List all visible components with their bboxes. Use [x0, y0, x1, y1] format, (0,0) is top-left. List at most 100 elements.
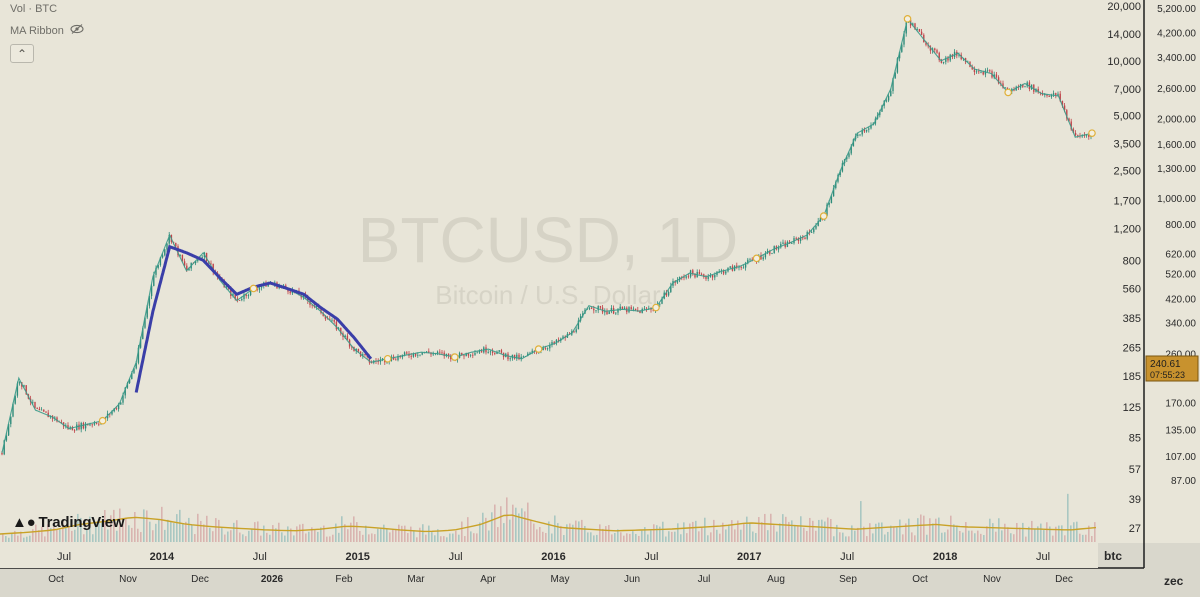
candle-body	[749, 259, 751, 261]
candle-body	[12, 403, 14, 417]
volume-bar	[164, 529, 166, 542]
volume-bar	[473, 533, 475, 542]
volume-indicator-label[interactable]: Vol · BTC	[10, 3, 58, 15]
candle-body	[128, 379, 131, 384]
candle-body	[1057, 93, 1059, 96]
time-axis-bottom[interactable]	[0, 569, 1144, 592]
volume-bar	[614, 532, 616, 542]
volume-bar	[821, 519, 823, 542]
volume-bar	[716, 529, 718, 542]
candle-body	[777, 247, 780, 250]
volume-bar	[629, 533, 631, 542]
price-axis-right[interactable]	[1098, 0, 1144, 543]
pane-symbol-label-top[interactable]: btc	[1104, 549, 1122, 563]
volume-bar	[680, 534, 682, 542]
candle-body	[832, 187, 835, 197]
candle-body	[1074, 132, 1077, 136]
candle-body	[634, 308, 637, 311]
volume-bar	[122, 517, 124, 542]
volume-bar	[338, 532, 340, 542]
volume-bar	[209, 527, 211, 542]
candle-body	[414, 353, 417, 356]
volume-bar	[755, 533, 757, 542]
candle-body	[18, 382, 21, 384]
volume-bar	[884, 534, 886, 542]
candle-body	[700, 273, 703, 275]
volume-bar	[101, 521, 103, 542]
volume-bar	[308, 531, 310, 542]
candle-body	[115, 408, 118, 410]
event-marker	[249, 284, 258, 293]
time-axis-tick-label: 2017	[737, 551, 761, 563]
volume-bar	[1064, 535, 1066, 542]
volume-bar	[236, 520, 238, 542]
candle-body	[865, 129, 868, 132]
candle-body	[912, 23, 914, 26]
series-line-btcusd	[1, 17, 1093, 453]
candle-body	[573, 331, 575, 333]
candle-body	[7, 424, 10, 436]
volume-bar	[434, 535, 436, 542]
ma-ribbon-indicator[interactable]: MA Ribbon	[10, 24, 84, 37]
secondary-axis-tick-label: 107.00	[1165, 452, 1196, 463]
candle-body	[588, 308, 591, 310]
current-price-tag[interactable]: 240.61 07:55:23	[1145, 355, 1199, 382]
candle-body	[780, 243, 782, 248]
volume-bar	[290, 528, 292, 542]
volume-bar	[1061, 525, 1063, 542]
volume-bar	[332, 534, 334, 542]
volume-bar	[860, 501, 862, 542]
eye-off-icon[interactable]	[70, 24, 84, 37]
volume-bar	[671, 531, 673, 542]
candle-body	[142, 327, 144, 340]
candle-body	[73, 430, 76, 432]
volume-bar	[443, 536, 445, 542]
volume-bar	[326, 536, 328, 542]
watermark-description: Bitcoin / U.S. Dollar	[435, 280, 661, 310]
volume-bar	[497, 527, 499, 542]
secondary-axis-right[interactable]	[1144, 0, 1200, 543]
candle-body	[667, 291, 670, 296]
candle-body	[610, 307, 613, 312]
price-axis-tick-label: 27	[1129, 523, 1141, 535]
volume-bar	[983, 535, 985, 542]
candle-body	[472, 354, 474, 356]
volume-bar	[365, 525, 367, 542]
candle-body	[722, 270, 725, 274]
volume-bar	[128, 525, 130, 542]
tradingview-logo[interactable]: ▲● TradingView	[12, 514, 125, 531]
candle-body	[500, 350, 503, 353]
volume-bar	[1022, 522, 1024, 542]
candle-body	[795, 238, 797, 239]
volume-bar	[698, 531, 700, 542]
volume-bar	[218, 519, 220, 542]
candle-body	[509, 358, 511, 360]
volume-bar	[98, 522, 100, 542]
volume-bar	[998, 518, 1000, 542]
time-axis-top[interactable]	[0, 543, 1098, 568]
volume-bar	[974, 533, 976, 542]
collapse-legend-button[interactable]: ⌃	[10, 44, 34, 63]
candle-body	[135, 362, 137, 369]
volume-bar	[302, 523, 304, 542]
candle-body	[617, 309, 619, 313]
candle-body	[711, 274, 714, 278]
volume-bar	[179, 509, 181, 542]
candle-body	[802, 237, 804, 239]
volume-bar	[956, 525, 958, 542]
volume-bar	[368, 534, 370, 542]
candle-body	[747, 259, 749, 264]
volume-bar	[719, 533, 721, 542]
volume-bar	[965, 522, 967, 542]
candle-body	[637, 310, 639, 311]
volume-bar	[272, 525, 274, 542]
candle-body	[817, 220, 819, 226]
volume-bar	[509, 519, 511, 542]
time-axis-bottom-tick-label: Oct	[48, 574, 64, 585]
volume-bar	[617, 529, 619, 542]
pane-symbol-label-bottom[interactable]: zec	[1164, 574, 1184, 588]
volume-bar	[899, 519, 901, 542]
volume-bar	[56, 529, 58, 542]
